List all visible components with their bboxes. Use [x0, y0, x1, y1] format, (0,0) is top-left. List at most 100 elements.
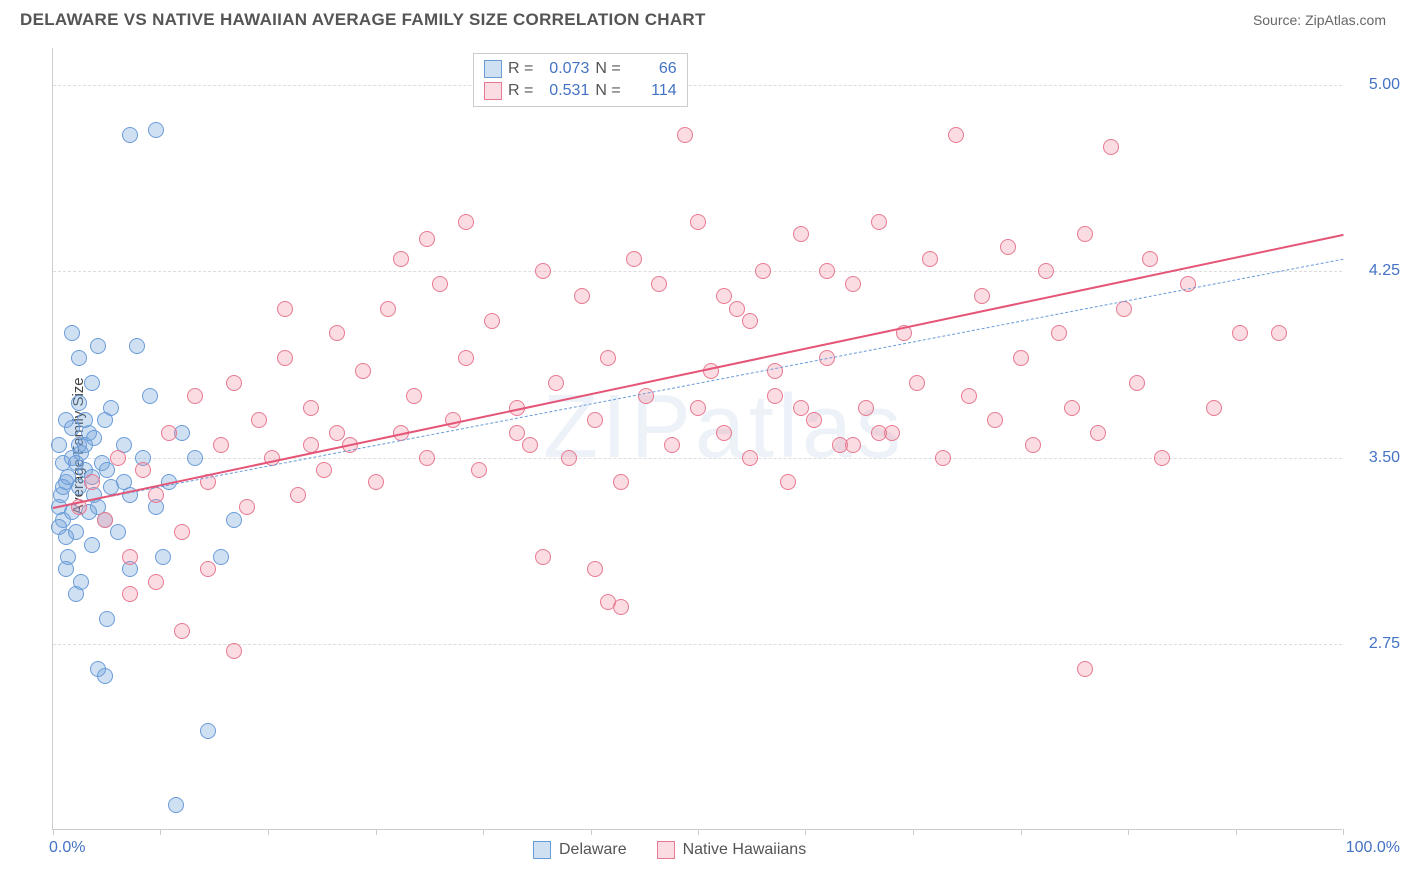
x-tick — [483, 829, 484, 835]
legend-swatch — [484, 82, 502, 100]
scatter-point — [509, 425, 525, 441]
scatter-point — [122, 586, 138, 602]
chart-header: DELAWARE VS NATIVE HAWAIIAN AVERAGE FAMI… — [0, 0, 1406, 35]
scatter-point — [142, 388, 158, 404]
y-tick-label: 5.00 — [1369, 76, 1400, 94]
scatter-point — [1064, 400, 1080, 416]
scatter-point — [871, 425, 887, 441]
scatter-point — [86, 430, 102, 446]
x-tick — [913, 829, 914, 835]
scatter-point — [471, 462, 487, 478]
scatter-point — [110, 450, 126, 466]
x-tick — [591, 829, 592, 835]
scatter-point — [587, 561, 603, 577]
scatter-point — [819, 263, 835, 279]
scatter-point — [226, 375, 242, 391]
scatter-point — [1038, 263, 1054, 279]
scatter-point — [638, 388, 654, 404]
x-tick — [1343, 829, 1344, 835]
scatter-point — [380, 301, 396, 317]
scatter-point — [793, 400, 809, 416]
scatter-point — [922, 251, 938, 267]
chart-title: DELAWARE VS NATIVE HAWAIIAN AVERAGE FAMI… — [20, 10, 706, 30]
scatter-point — [148, 574, 164, 590]
scatter-point — [329, 325, 345, 341]
scatter-point — [793, 226, 809, 242]
trend-line — [53, 234, 1343, 509]
legend-correlation: R = 0.073 N = 66 R = 0.531 N = 114 — [473, 53, 688, 107]
legend-label: Delaware — [559, 841, 627, 859]
scatter-point — [84, 537, 100, 553]
y-tick-label: 2.75 — [1369, 635, 1400, 653]
x-tick — [698, 829, 699, 835]
scatter-point — [277, 301, 293, 317]
scatter-point — [458, 350, 474, 366]
scatter-point — [213, 549, 229, 565]
legend-row: R = 0.073 N = 66 — [484, 58, 677, 80]
x-tick — [268, 829, 269, 835]
scatter-point — [200, 723, 216, 739]
scatter-point — [1206, 400, 1222, 416]
scatter-point — [316, 462, 332, 478]
scatter-point — [626, 251, 642, 267]
scatter-point — [97, 412, 113, 428]
scatter-point — [58, 529, 74, 545]
gridline-horizontal — [53, 458, 1342, 459]
scatter-point — [329, 425, 345, 441]
scatter-point — [168, 797, 184, 813]
scatter-point — [68, 455, 84, 471]
scatter-point — [110, 524, 126, 540]
scatter-point — [651, 276, 667, 292]
scatter-point — [226, 512, 242, 528]
scatter-point — [767, 388, 783, 404]
scatter-point — [1142, 251, 1158, 267]
legend-swatch — [533, 841, 551, 859]
scatter-point — [742, 450, 758, 466]
scatter-point — [535, 549, 551, 565]
legend-swatch — [484, 60, 502, 78]
scatter-point — [239, 499, 255, 515]
x-tick — [53, 829, 54, 835]
scatter-point — [935, 450, 951, 466]
scatter-point — [226, 643, 242, 659]
scatter-point — [961, 388, 977, 404]
scatter-point — [419, 450, 435, 466]
scatter-point — [677, 127, 693, 143]
scatter-point — [122, 549, 138, 565]
scatter-point — [522, 437, 538, 453]
y-tick-label: 4.25 — [1369, 262, 1400, 280]
scatter-point — [55, 479, 71, 495]
scatter-point — [419, 231, 435, 247]
scatter-point — [574, 288, 590, 304]
scatter-point — [484, 313, 500, 329]
scatter-point — [1090, 425, 1106, 441]
scatter-point — [1103, 139, 1119, 155]
x-tick — [160, 829, 161, 835]
scatter-point — [948, 127, 964, 143]
scatter-point — [845, 437, 861, 453]
legend-item: Delaware — [533, 841, 627, 859]
scatter-point — [587, 412, 603, 428]
scatter-point — [600, 594, 616, 610]
scatter-point — [858, 400, 874, 416]
scatter-point — [148, 122, 164, 138]
scatter-point — [458, 214, 474, 230]
scatter-point — [51, 437, 67, 453]
scatter-point — [64, 325, 80, 341]
scatter-point — [174, 623, 190, 639]
scatter-point — [200, 561, 216, 577]
scatter-point — [845, 276, 861, 292]
legend-label: Native Hawaiians — [683, 841, 807, 859]
scatter-point — [1154, 450, 1170, 466]
scatter-point — [135, 462, 151, 478]
scatter-point — [871, 214, 887, 230]
scatter-point — [71, 350, 87, 366]
scatter-point — [251, 412, 267, 428]
scatter-point — [755, 263, 771, 279]
scatter-point — [393, 251, 409, 267]
scatter-point — [1271, 325, 1287, 341]
scatter-point — [432, 276, 448, 292]
scatter-point — [613, 474, 629, 490]
scatter-point — [1232, 325, 1248, 341]
scatter-point — [187, 450, 203, 466]
